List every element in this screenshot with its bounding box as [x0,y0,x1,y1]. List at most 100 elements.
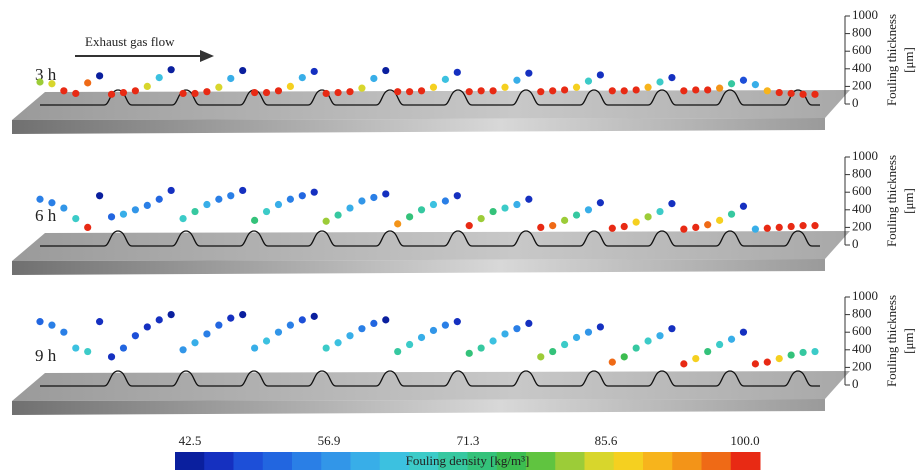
fouling-point [728,80,735,87]
fouling-point [668,200,675,207]
fouling-point [418,206,425,213]
colorbar-tick-label: 85.6 [595,433,618,448]
fouling-point [36,196,43,203]
fouling-point [442,197,449,204]
fouling-point [156,316,163,323]
fouling-point [692,86,699,93]
fouling-point [513,325,520,332]
fouling-point [251,344,258,351]
fouling-point [454,318,461,325]
fouling-point [36,78,43,85]
fouling-point [382,190,389,197]
fouling-point [215,196,222,203]
fouling-point [84,79,91,86]
fouling-point [537,353,544,360]
fouling-point [287,196,294,203]
colorbar-cell [585,452,615,470]
fouling-point [251,217,258,224]
fouling-point [346,204,353,211]
y-axis-label: Fouling thickness [884,14,899,106]
panel-title: 9 h [35,346,57,365]
fouling-point [668,74,675,81]
y-tick-label: 600 [852,323,872,338]
fouling-point [788,351,795,358]
fouling-point [406,88,413,95]
fouling-point [788,90,795,97]
fouling-point [382,316,389,323]
fouling-point [549,222,556,229]
fouling-point [394,348,401,355]
fouling-point [323,218,330,225]
fouling-point [144,323,151,330]
fouling-point [656,208,663,215]
fouling-point [466,222,473,229]
fouling-point [716,85,723,92]
fouling-point [680,226,687,233]
fouling-point [633,219,640,226]
fouling-point [96,192,103,199]
fouling-point [454,69,461,76]
fouling-point [478,344,485,351]
fouling-point [358,325,365,332]
fouling-point [48,199,55,206]
fouling-point [418,87,425,94]
fouling-point [156,196,163,203]
fouling-point [597,323,604,330]
fouling-point [811,222,818,229]
fouling-point [668,325,675,332]
fouling-point [728,336,735,343]
fouling-point [513,77,520,84]
y-axis-label: Fouling thickness [884,295,899,387]
fouling-point [573,211,580,218]
plate-front [12,259,825,275]
fouling-point [203,330,210,337]
fouling-point [597,71,604,78]
fouling-point [644,84,651,91]
fouling-point [692,355,699,362]
fouling-point [776,224,783,231]
y-tick-label: 200 [852,77,872,92]
y-tick-label: 0 [852,376,859,391]
fouling-point [132,206,139,213]
flow-annotation: Exhaust gas flow [85,34,175,49]
fouling-point [454,192,461,199]
fouling-point [275,87,282,94]
fouling-point [656,78,663,85]
fouling-point [239,187,246,194]
colorbar-cell [292,452,322,470]
fouling-point [203,201,210,208]
y-tick-label: 1000 [852,7,878,22]
fouling-point [478,215,485,222]
fouling-point [323,344,330,351]
fouling-point [239,311,246,318]
fouling-point [227,192,234,199]
fouling-point [275,329,282,336]
plate-front [12,399,825,415]
fouling-point [334,89,341,96]
colorbar-cell [321,452,351,470]
fouling-point [120,89,127,96]
colorbar-cell [351,452,381,470]
fouling-point [489,87,496,94]
y-axis-label: [μm] [901,47,916,73]
fouling-point [179,215,186,222]
y-tick-label: 0 [852,95,859,110]
y-axis-label: [μm] [901,188,916,214]
fouling-point [764,87,771,94]
y-tick-label: 0 [852,236,859,251]
plate-front [12,118,825,134]
fouling-point [525,320,532,327]
fouling-point [597,199,604,206]
fouling-point [728,211,735,218]
y-axis-label: [μm] [901,328,916,354]
fouling-point [704,348,711,355]
fouling-point [191,339,198,346]
colorbar-cell [555,452,585,470]
fouling-point [680,360,687,367]
colorbar-cell [614,452,644,470]
fouling-point [370,75,377,82]
fouling-point [311,189,318,196]
fouling-point [346,88,353,95]
y-tick-label: 200 [852,358,872,373]
fouling-point [60,204,67,211]
